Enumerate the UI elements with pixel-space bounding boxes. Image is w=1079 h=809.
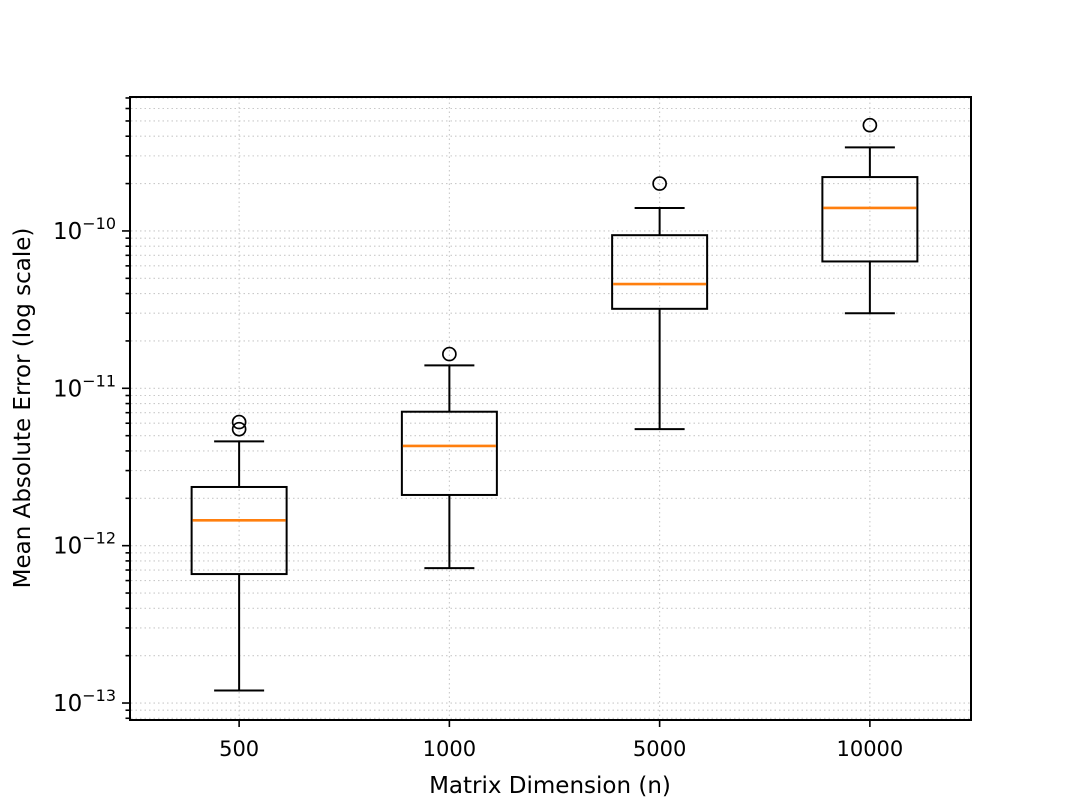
outlier-point — [862, 117, 878, 133]
x-tick-label: 10000 — [836, 737, 903, 761]
iqr-box — [190, 485, 288, 576]
x-tick-label: 5000 — [633, 737, 686, 761]
box-5000 — [611, 176, 709, 431]
box-1000 — [400, 346, 498, 570]
outlier-point — [231, 414, 247, 430]
iqr-box — [821, 176, 919, 263]
grid-layer — [131, 97, 970, 719]
iqr-box — [400, 410, 498, 496]
outlier-point — [652, 176, 667, 191]
x-tick-label: 500 — [219, 737, 259, 761]
y-tick-label: 10−10 — [53, 214, 116, 245]
outlier-point — [442, 346, 457, 362]
y-axis-title: Mean Absolute Error (log scale) — [10, 228, 36, 589]
plot-border — [129, 96, 972, 721]
outlier-point — [231, 421, 247, 437]
box-10000 — [821, 117, 919, 315]
x-axis-title: Matrix Dimension (n) — [429, 773, 671, 799]
y-tick-label: 10−12 — [53, 529, 116, 560]
boxes-layer — [190, 117, 919, 692]
y-tick-label: 10−11 — [53, 371, 116, 402]
tick-label-layer: 10−13 10−12 10−11 10−10 500 1000 5000 10000 — [53, 214, 903, 761]
iqr-box — [611, 234, 709, 310]
x-tick-label: 1000 — [423, 737, 476, 761]
y-tick-label: 10−13 — [53, 686, 116, 717]
box-500 — [190, 414, 288, 692]
